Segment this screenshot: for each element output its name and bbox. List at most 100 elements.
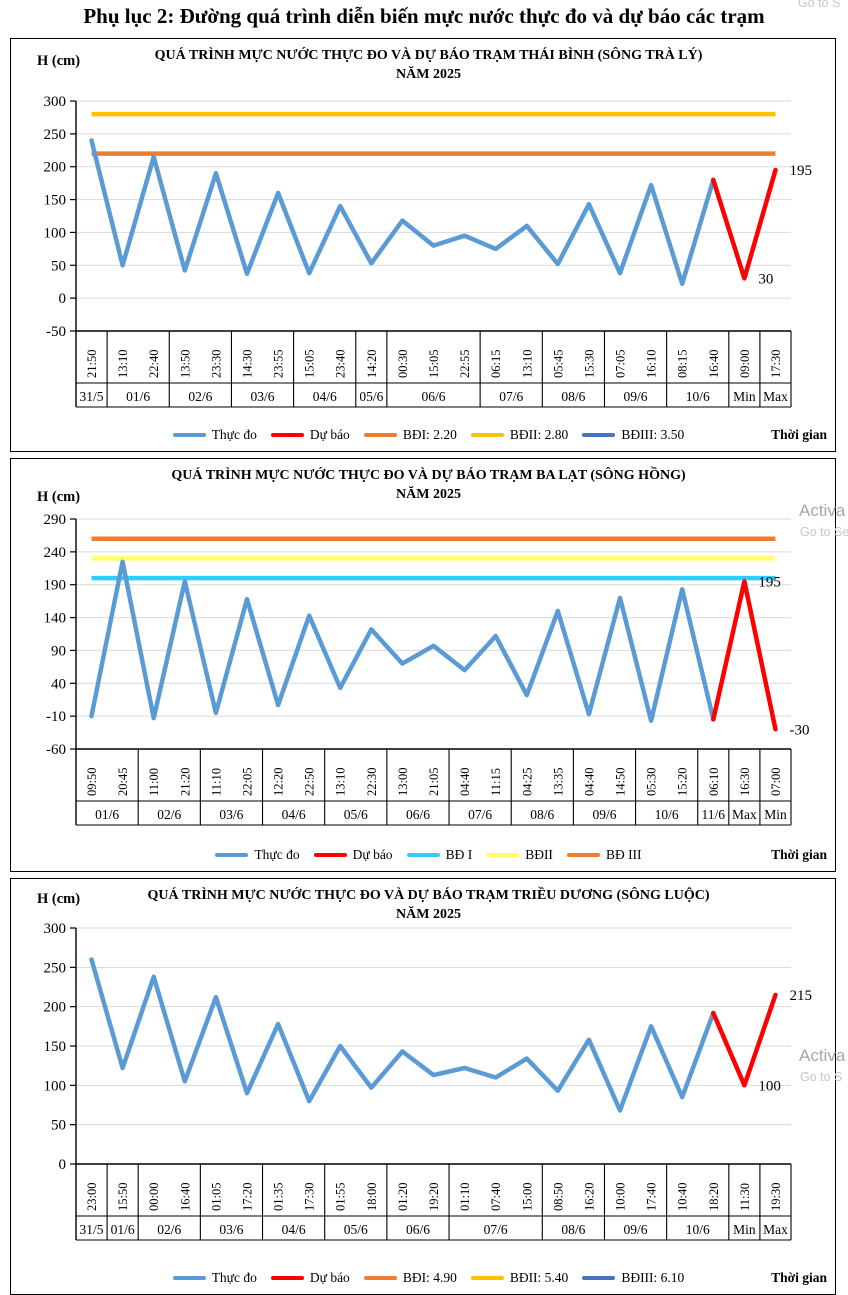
y-tick-label: 150 [44, 193, 67, 209]
day-label: 31/5 [80, 1222, 104, 1237]
time-tick-label: 13:35 [551, 768, 565, 796]
time-tick-label: 17:30 [303, 1183, 317, 1211]
day-label: Max [763, 1222, 788, 1237]
y-axis-unit-label: H (cm) [37, 891, 81, 907]
legend-item: Thực đo [172, 1270, 257, 1286]
chart-legend: Thực đo Dự báo BĐI: 2.20 BĐII: 2.80 BĐIII: 3… [71, 427, 786, 443]
point-value-label: 215 [789, 988, 812, 1004]
day-label: 10/6 [686, 1222, 710, 1237]
time-tick-label: 15:05 [427, 350, 441, 378]
time-tick-label: 05:30 [645, 768, 659, 796]
day-label: 01/6 [95, 807, 119, 822]
time-tick-label: 09:50 [85, 768, 99, 796]
day-label: 06/6 [406, 1222, 430, 1237]
watermark-activate: Activa [799, 501, 846, 520]
legend-swatch [470, 1275, 504, 1281]
time-tick-label: 15:30 [582, 350, 596, 378]
y-tick-label: 100 [44, 1078, 67, 1094]
watermark-goto-settings: Go to S [800, 1070, 843, 1084]
chart-subtitle: NĂM 2025 [396, 66, 461, 82]
point-value-label: -30 [789, 722, 809, 738]
point-value-label: 195 [758, 574, 781, 590]
time-tick-label: 17:30 [769, 350, 783, 378]
time-tick-label: 01:05 [209, 1183, 223, 1211]
time-tick-label: 23:00 [85, 1183, 99, 1211]
time-tick-label: 21:05 [427, 768, 441, 796]
legend-item: BĐI: 4.90 [363, 1270, 457, 1286]
day-label: 02/6 [157, 807, 181, 822]
legend-item: BĐII: 5.40 [470, 1270, 568, 1286]
y-tick-label: 50 [51, 1118, 66, 1134]
time-tick-label: 15:20 [676, 768, 690, 796]
y-tick-label: 200 [44, 160, 67, 176]
watermark-activate: Activa [799, 1046, 846, 1065]
day-label: 09/6 [624, 389, 648, 404]
legend-item: BĐIII: 3.50 [582, 427, 684, 443]
time-tick-label: 22:05 [240, 768, 254, 796]
day-label: 31/5 [80, 389, 104, 404]
legend-item: BĐ I [406, 847, 472, 863]
day-label: 07/6 [484, 1222, 508, 1237]
time-tick-label: 13:00 [396, 768, 410, 796]
day-label: 11/6 [702, 807, 726, 822]
day-label: 03/6 [219, 807, 243, 822]
chart-box-trieu-duong: H (cm) QUÁ TRÌNH MỰC NƯỚC THỰC ĐO VÀ DỰ … [10, 878, 836, 1295]
y-tick-label: 100 [44, 225, 67, 241]
legend-label: Thực đo [254, 847, 300, 862]
day-label: 01/6 [126, 389, 150, 404]
legend-label: Dự báo [309, 1270, 350, 1285]
watermark-goto-settings: Go to S [798, 0, 841, 10]
legend-item: BĐII [486, 847, 553, 863]
legend-swatch [363, 432, 397, 438]
legend-item: Dự báo [270, 1270, 350, 1286]
time-tick-label: 11:00 [147, 768, 161, 796]
day-label: 10/6 [655, 807, 679, 822]
legend-label: Thực đo [211, 1270, 257, 1285]
time-tick-label: 12:20 [272, 768, 286, 796]
legend-swatch [566, 852, 600, 858]
day-label: 08/6 [561, 389, 585, 404]
time-tick-label: 23:55 [272, 350, 286, 378]
water-level-plot: 0 50 100 150 200 250 300 31/5 01/6 02/6 03/6 04/6 05… [44, 921, 812, 1241]
y-tick-label: -60 [46, 742, 66, 758]
legend-label: BĐII: 2.80 [509, 427, 569, 442]
legend-swatch [172, 1275, 206, 1281]
legend-swatch [486, 852, 520, 858]
chart-title: QUÁ TRÌNH MỰC NƯỚC THỰC ĐO VÀ DỰ BÁO TRẠ… [154, 48, 703, 63]
day-label: 08/6 [530, 807, 554, 822]
chart-title-block: QUÁ TRÌNH MỰC NƯỚC THỰC ĐO VÀ DỰ BÁO TRẠ… [71, 467, 786, 505]
y-tick-label: 200 [44, 1000, 67, 1016]
legend-swatch [270, 432, 304, 438]
time-tick-label: 13:10 [520, 350, 534, 378]
legend-swatch [215, 852, 249, 858]
series-observed [89, 957, 716, 1113]
y-tick-label: 140 [44, 611, 67, 627]
legend-item: BĐII: 2.80 [470, 427, 569, 443]
y-tick-label: 40 [51, 676, 66, 692]
time-tick-label: 22:40 [147, 350, 161, 378]
legend-swatch [172, 432, 206, 438]
day-label: Max [763, 389, 788, 404]
time-tick-label: 14:50 [614, 768, 628, 796]
time-tick-label: 23:30 [209, 350, 223, 378]
time-tick-label: 20:45 [116, 768, 130, 796]
legend-swatch [313, 852, 347, 858]
day-label: 02/6 [157, 1222, 181, 1237]
time-tick-label: 06:10 [707, 768, 721, 796]
time-tick-label: 13:10 [334, 768, 348, 796]
y-tick-label: 50 [51, 258, 66, 274]
chart-title: QUÁ TRÌNH MỰC NƯỚC THỰC ĐO VÀ DỰ BÁO TRẠ… [171, 468, 686, 483]
time-tick-label: 14:20 [365, 350, 379, 378]
legend-label: BĐIII: 3.50 [621, 427, 685, 442]
day-label: 06/6 [421, 389, 445, 404]
time-tick-label: 23:40 [334, 350, 348, 378]
legend-swatch [582, 1275, 616, 1281]
day-label: 03/6 [251, 389, 275, 404]
y-tick-label: -50 [46, 324, 66, 340]
time-tick-label: 17:40 [645, 1183, 659, 1211]
x-axis-title: Thời gian [771, 1270, 827, 1285]
time-tick-label: 01:10 [458, 1183, 472, 1211]
time-tick-label: 18:00 [365, 1183, 379, 1211]
time-tick-label: 17:20 [240, 1183, 254, 1211]
